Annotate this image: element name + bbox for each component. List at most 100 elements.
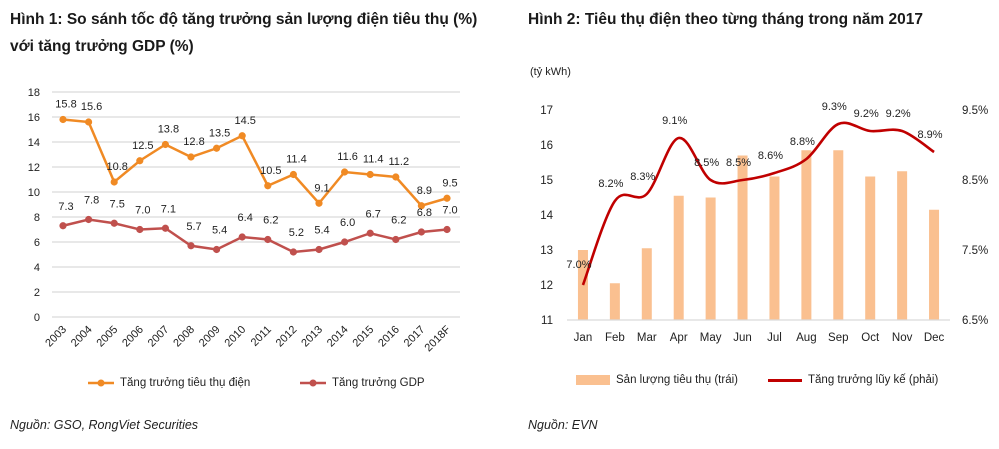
x-tick-label: Aug [796,332,816,344]
data-label: 15.8 [55,99,76,111]
series-line-gdp [62,218,448,254]
bar [737,155,748,320]
data-point [238,233,246,241]
legend-label: Tăng trưởng GDP [332,377,425,389]
data-label: 7.0 [135,205,150,217]
y-tick-label: 0 [34,312,40,324]
data-point [136,225,144,234]
data-label: 11.6 [337,151,358,163]
bar [801,150,812,320]
data-point [443,225,451,234]
data-point [59,222,67,230]
x-tick-label: Jun [733,332,752,344]
y-tick-label: 2 [34,287,40,299]
legend-line-swatch-icon [768,378,802,382]
y-left-tick-label: 16 [540,140,553,152]
data-point [392,173,400,181]
data-point [213,144,221,152]
y-tick-label: 6 [34,237,40,249]
data-label: 14.5 [234,115,255,127]
y-axis-unit: (tỷ kWh) [530,66,571,78]
data-point [238,132,246,140]
bar [865,176,876,320]
data-point [110,178,118,186]
bar [609,283,620,320]
x-tick-label: Nov [892,332,913,344]
x-tick-label: Mar [637,332,657,344]
bar [641,248,652,320]
data-label: 8.2% [598,178,623,190]
data-point [366,170,374,179]
y-left-tick-label: 14 [540,210,553,222]
y-left-tick-label: 17 [540,105,553,117]
y-right-tick-label: 9.5% [962,105,988,117]
y-tick-label: 14 [28,137,40,149]
data-label: 9.3% [822,101,847,113]
data-point [136,157,144,165]
data-label: 5.4 [314,225,329,237]
data-label: 13.8 [158,124,179,136]
x-tick-label: May [700,332,722,344]
data-point [187,242,195,250]
data-label: 13.5 [209,127,230,139]
data-point [289,248,297,256]
y-left-tick-label: 13 [540,245,553,257]
data-label: 9.2% [854,108,879,120]
x-tick-label: Apr [670,332,688,344]
y-tick-label: 12 [28,162,40,174]
data-point [85,215,93,224]
data-point [59,115,67,124]
data-point [341,168,349,176]
data-label: 9.2% [886,108,911,120]
y-right-tick-label: 6.5% [962,315,988,327]
data-label: 6.8 [417,207,432,219]
data-label: 9.1 [314,182,329,194]
data-label: 6.4 [238,212,253,224]
data-point [417,202,425,210]
data-label: 7.1 [161,203,176,215]
data-point [341,238,349,246]
figure-2-title: Hình 2: Tiêu thụ điện theo từng tháng tr… [528,11,924,28]
data-point [289,170,297,179]
data-point [161,224,169,232]
legend-item-cumulative-growth: Tăng trưởng lũy kế (phải) [768,374,938,386]
bar [929,209,940,320]
legend-label: Tăng trưởng lũy kế (phải) [808,374,939,386]
figure-2-source: Nguồn: EVN [528,418,598,432]
data-label: 7.0% [566,259,591,271]
data-point [213,245,221,254]
y-tick-label: 8 [34,212,40,224]
y-tick-label: 4 [34,262,40,274]
data-label: 6.7 [366,208,381,220]
data-label: 8.5% [726,157,751,169]
data-point [443,194,451,202]
y-tick-label: 16 [28,112,40,124]
data-label: 6.2 [391,215,406,227]
data-label: 8.9 [417,185,432,197]
y-left-tick-label: 15 [540,175,553,187]
x-tick-label: Jul [767,332,782,344]
y-right-tick-label: 8.5% [962,175,988,187]
x-tick-label: Feb [605,332,625,344]
bar [705,197,716,320]
series-line-cumulative-growth [581,121,935,286]
x-tick-label: Sep [828,332,848,344]
data-label: 8.6% [758,150,783,162]
figure-1-title: Hình 1: So sánh tốc độ tăng trưởng sản l… [10,11,478,55]
x-tick-label: Oct [861,332,880,344]
legend-item-electricity: Tăng trưởng tiêu thụ điện [88,377,250,389]
data-point [264,182,272,190]
bar [769,176,780,320]
data-label: 9.5 [442,177,457,189]
legend-label: Tăng trưởng tiêu thụ điện [120,377,251,389]
data-label: 12.8 [183,136,204,148]
y-tick-label: 10 [28,187,40,199]
data-label: 11.4 [286,154,307,166]
data-label: 5.4 [212,225,227,237]
data-point [417,228,425,236]
bar [673,195,684,320]
data-label: 5.2 [289,227,304,239]
data-point [85,118,93,126]
